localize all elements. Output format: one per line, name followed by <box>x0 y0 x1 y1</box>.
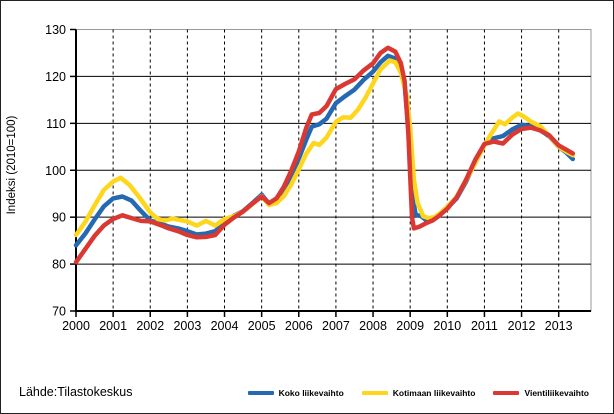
legend-item-vientiliikevaihto: Vientiliikevaihto <box>493 388 589 398</box>
x-axis-tick-label: 2009 <box>396 319 424 333</box>
x-axis-tick-label: 2007 <box>322 319 350 333</box>
x-axis-tick-label: 2003 <box>173 319 201 333</box>
legend-swatch-red-line <box>493 391 520 395</box>
legend-item-koko-liikevaihto: Koko liikevaihto <box>247 388 344 398</box>
x-axis-tick-label: 2001 <box>99 319 127 333</box>
x-axis-tick-label: 2004 <box>211 319 239 333</box>
legend-label: Koko liikevaihto <box>278 388 344 398</box>
y-axis-tick-label: 110 <box>46 117 66 131</box>
x-axis-tick-label: 2010 <box>433 319 461 333</box>
y-axis-title: Indeksi (2010=100) <box>6 115 18 215</box>
x-axis-tick-label: 2008 <box>359 319 387 333</box>
legend-swatch-blue-line <box>247 391 274 395</box>
legend-label: Kotimaan liikevaihto <box>392 388 476 398</box>
y-axis-tick-label: 80 <box>52 258 66 272</box>
series-line-vientiliikevaihto <box>73 45 576 265</box>
legend-swatch-yellow-line <box>361 391 388 395</box>
legend: Koko liikevaihto Kotimaan liikevaihto Vi… <box>247 388 589 398</box>
y-axis-tick-label: 130 <box>45 23 66 37</box>
x-axis-tick-label: 2013 <box>545 319 573 333</box>
legend-item-kotimaan-liikevaihto: Kotimaan liikevaihto <box>361 388 476 398</box>
series-line-kotimaan-liikevaihto <box>73 58 576 238</box>
x-axis-tick-label: 2005 <box>248 319 276 333</box>
y-axis-tick-label: 90 <box>52 211 66 225</box>
y-axis-tick-label: 100 <box>45 164 66 178</box>
x-axis-tick-label: 2000 <box>62 319 90 333</box>
y-axis-tick-label: 120 <box>45 70 66 84</box>
x-axis-tick-label: 2006 <box>285 319 313 333</box>
x-axis-tick-label: 2002 <box>136 319 164 333</box>
y-axis-tick-label: 70 <box>52 305 66 319</box>
x-axis-tick-label: 2011 <box>471 319 498 333</box>
legend-label: Vientiliikevaihto <box>524 388 589 398</box>
x-axis-tick-label: 2012 <box>508 319 536 333</box>
source-note: Lähde:Tilastokeskus <box>19 385 133 399</box>
axis-lines <box>75 29 591 312</box>
